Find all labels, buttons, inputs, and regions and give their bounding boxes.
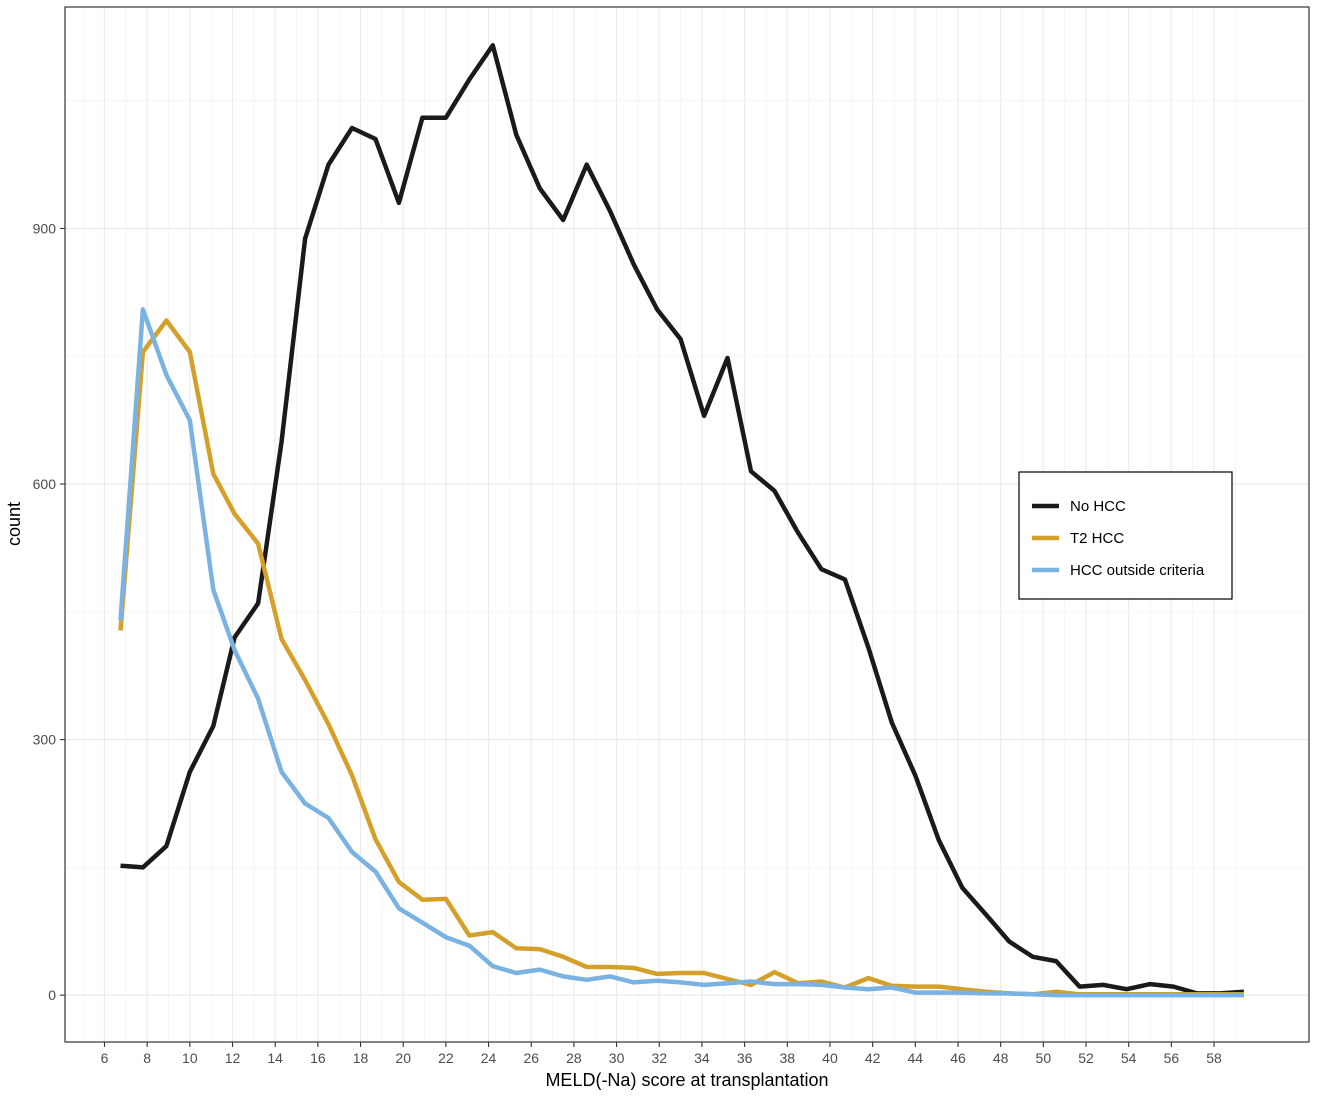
x-tick-label: 38 [779, 1050, 795, 1066]
x-tick-label: 30 [609, 1050, 625, 1066]
y-axis-title: count [4, 502, 24, 546]
x-tick-label: 28 [566, 1050, 582, 1066]
x-tick-label: 54 [1121, 1050, 1137, 1066]
x-tick-label: 8 [143, 1050, 151, 1066]
series-line-hcc-outside-criteria [118, 307, 1244, 998]
x-tick-label: 32 [651, 1050, 667, 1066]
y-tick-label: 600 [33, 476, 57, 492]
x-tick-label: 18 [353, 1050, 369, 1066]
x-tick-label: 24 [481, 1050, 497, 1066]
x-tick-label: 42 [865, 1050, 881, 1066]
x-tick-label: 16 [310, 1050, 326, 1066]
x-tick-label: 46 [950, 1050, 966, 1066]
x-tick-label: 34 [694, 1050, 710, 1066]
x-tick-label: 10 [182, 1050, 198, 1066]
y-tick-label: 300 [33, 732, 57, 748]
x-tick-label: 14 [267, 1050, 283, 1066]
x-axis-title: MELD(-Na) score at transplantation [545, 1070, 828, 1090]
legend-label: HCC outside criteria [1070, 562, 1205, 579]
x-tick-label: 20 [395, 1050, 411, 1066]
x-tick-label: 40 [822, 1050, 838, 1066]
x-axis: 6 8 10 12 14 16 18 20 22 24 26 28 30 32 34 36 38 40 42 44 46… [101, 1042, 1222, 1066]
legend-box [1018, 471, 1233, 600]
legend-label: No HCC [1070, 498, 1126, 515]
x-tick-label: 26 [523, 1050, 539, 1066]
series-line-t2-hcc [118, 318, 1244, 997]
x-tick-label: 58 [1206, 1050, 1222, 1066]
x-tick-label: 56 [1164, 1050, 1180, 1066]
grid-lines [65, 7, 1309, 1042]
y-tick-label: 0 [48, 987, 56, 1003]
y-tick-label: 900 [33, 220, 57, 236]
y-axis: 0 300 600 900 [33, 220, 65, 1003]
series-lines [118, 43, 1245, 998]
plot-panel-border [64, 6, 1310, 1043]
x-tick-label: 50 [1036, 1050, 1052, 1066]
x-tick-label: 36 [737, 1050, 753, 1066]
x-tick-label: 12 [225, 1050, 241, 1066]
x-tick-label: 44 [908, 1050, 924, 1066]
legend-label: T2 HCC [1070, 530, 1124, 547]
x-tick-label: 48 [993, 1050, 1009, 1066]
legend: No HCC T2 HCC HCC outside criteria [1018, 471, 1233, 600]
x-tick-label: 22 [438, 1050, 454, 1066]
x-tick-label: 6 [101, 1050, 109, 1066]
series-line-no-hcc [120, 43, 1245, 996]
x-tick-label: 52 [1078, 1050, 1094, 1066]
